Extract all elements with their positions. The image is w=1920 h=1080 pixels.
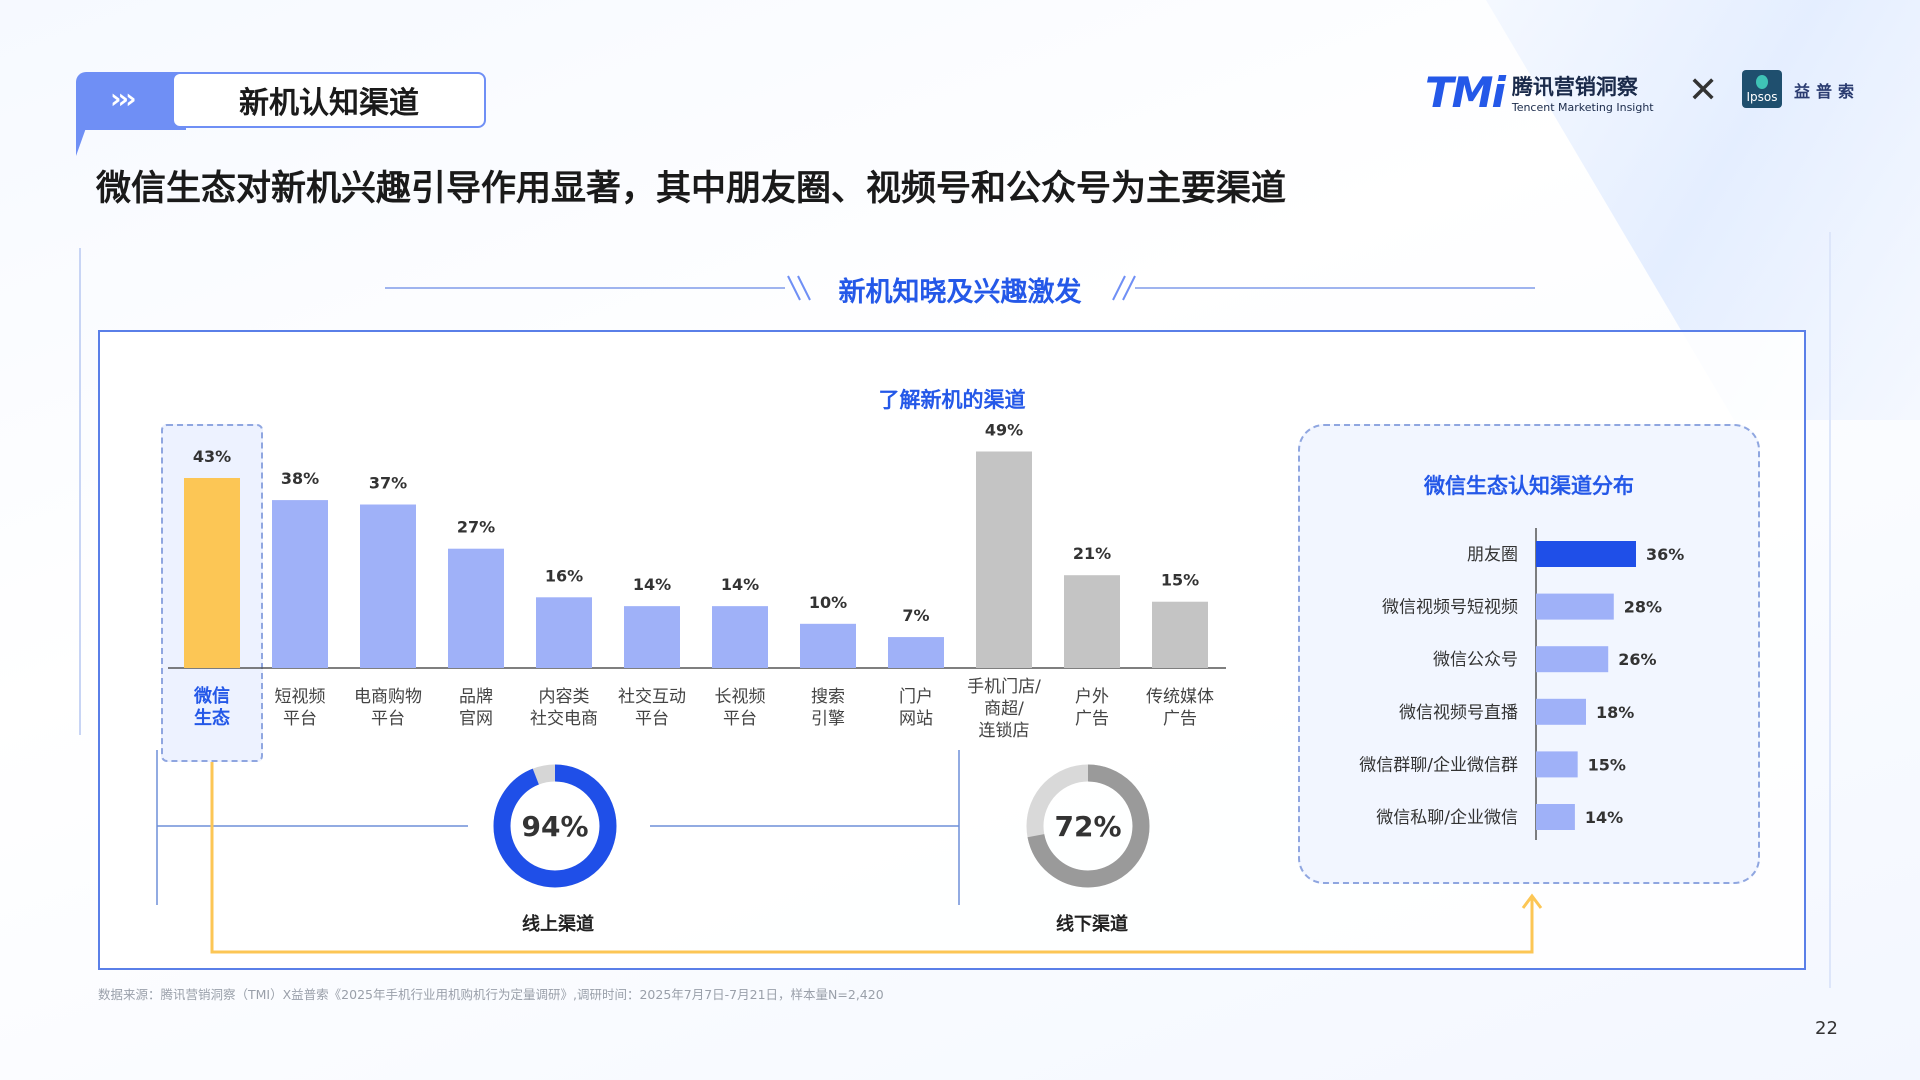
category-label-0-1: 生态 — [194, 707, 230, 729]
ipsos-logo-dot — [1756, 75, 1768, 89]
hbar-category-label-5: 微信私聊/企业微信 — [1376, 808, 1518, 828]
bar-value-label-1: 38% — [281, 469, 319, 488]
bar-11 — [1152, 601, 1208, 668]
bar-chart-title: 了解新机的渠道 — [878, 388, 1026, 412]
category-label-11-1: 广告 — [1163, 709, 1197, 729]
hbar-1 — [1536, 593, 1614, 620]
hbar-4 — [1536, 751, 1578, 778]
bar-5 — [624, 606, 680, 668]
online-donut-slice — [493, 764, 617, 888]
bar-8 — [888, 637, 944, 668]
bar-7 — [800, 623, 856, 668]
hbar-value-label-5: 14% — [1585, 808, 1623, 827]
category-label-1-0: 短视频 — [275, 687, 326, 707]
hbar-value-label-1: 28% — [1624, 598, 1662, 617]
page-number: 22 — [1815, 1018, 1838, 1039]
bar-6 — [712, 606, 768, 668]
hbar-category-label-2: 微信公众号 — [1433, 650, 1518, 670]
connector-arrow-line — [210, 762, 1534, 954]
hbar-category-label-0: 朋友圈 — [1467, 545, 1518, 565]
section-tag-accent — [76, 72, 186, 130]
bar-value-label-3: 27% — [457, 518, 495, 537]
hbar-value-label-2: 26% — [1618, 650, 1656, 669]
bar-value-label-10: 21% — [1073, 544, 1111, 563]
category-label-4-1: 社交电商 — [530, 709, 598, 729]
tmi-logo-en: Tencent Marketing Insight — [1511, 101, 1654, 114]
bar-9 — [976, 451, 1032, 668]
section-tag-tail — [76, 128, 86, 156]
hbar-2 — [1536, 646, 1609, 673]
bar-value-label-4: 16% — [545, 566, 583, 585]
bar-value-label-0: 43% — [193, 447, 231, 466]
section-tag-label: 新机认知渠道 — [172, 72, 486, 128]
category-label-5-1: 平台 — [635, 709, 669, 729]
cross-icon: ✕ — [1688, 70, 1719, 111]
category-label-3-1: 官网 — [459, 709, 493, 729]
hbar-category-label-3: 微信视频号直播 — [1399, 703, 1518, 723]
tmi-logo: TMi 腾讯营销洞察 Tencent Marketing Insight — [1425, 68, 1654, 117]
category-label-4-0: 内容类 — [539, 687, 590, 707]
online-donut-value-label: 94% — [521, 810, 588, 843]
wechat-breakdown-box — [1298, 424, 1760, 884]
bar-value-label-11: 15% — [1161, 571, 1199, 590]
bar-3 — [448, 548, 504, 668]
category-label-6-1: 平台 — [723, 709, 757, 729]
hbar-5 — [1536, 804, 1575, 830]
bar-1 — [272, 500, 328, 668]
category-label-0-0: 微信 — [193, 685, 230, 707]
bar-2 — [360, 504, 416, 668]
bar-value-label-8: 7% — [902, 606, 929, 625]
wechat-breakdown-title: 微信生态认知渠道分布 — [1424, 474, 1634, 498]
connector-arrow-head — [1521, 893, 1543, 909]
bar-10 — [1064, 575, 1120, 668]
ipsos-logo-cn: 益普索 — [1794, 82, 1861, 101]
hbar-category-label-1: 微信视频号短视频 — [1382, 598, 1518, 618]
hbar-value-label-4: 15% — [1588, 755, 1626, 774]
category-label-1-1: 平台 — [283, 709, 317, 729]
category-label-5-0: 社交互动 — [618, 687, 686, 707]
category-label-3-0: 品牌 — [459, 687, 493, 707]
category-label-10-0: 户外 — [1075, 687, 1109, 707]
category-label-2-1: 平台 — [371, 709, 405, 729]
tmi-logo-cn: 腾讯营销洞察 — [1511, 75, 1638, 99]
chevrons-icon: ››› — [110, 82, 137, 115]
offline-donut-slice — [1026, 764, 1150, 888]
section-tag: ››› 新机认知渠道 — [76, 72, 486, 156]
hbar-0 — [1536, 541, 1636, 567]
hbar-3 — [1536, 698, 1586, 725]
category-label-9-1: 商超/ — [984, 699, 1024, 719]
bar-value-label-2: 37% — [369, 474, 407, 493]
category-label-6-0: 长视频 — [715, 687, 766, 707]
offline-pie-name: 线下渠道 — [1056, 914, 1128, 935]
ipsos-logo-text: Ipsos — [1746, 90, 1778, 104]
bar-value-label-6: 14% — [721, 575, 759, 594]
bar-value-label-7: 10% — [809, 593, 847, 612]
page-headline: 微信生态对新机兴趣引导作用显著，其中朋友圈、视频号和公众号为主要渠道 — [96, 169, 1287, 209]
hbar-value-label-0: 36% — [1646, 545, 1684, 564]
category-label-11-0: 传统媒体 — [1146, 687, 1214, 707]
ipsos-logo: Ipsos — [1742, 70, 1782, 108]
tmi-logo-mark: TMi — [1425, 68, 1506, 117]
category-label-2-0: 电商购物 — [354, 687, 422, 707]
hbar-category-label-4: 微信群聊/企业微信群 — [1359, 755, 1518, 775]
bar-0 — [184, 478, 240, 668]
hbar-value-label-3: 18% — [1596, 703, 1634, 722]
bar-4 — [536, 597, 592, 668]
bar-value-label-5: 14% — [633, 575, 671, 594]
category-label-10-1: 广告 — [1075, 709, 1109, 729]
category-label-7-0: 搜索 — [811, 687, 845, 707]
section-subtitle: 新机知晓及兴趣激发 — [838, 277, 1082, 308]
category-label-9-0: 手机门店/ — [967, 677, 1041, 697]
online-pie-name: 线上渠道 — [522, 914, 594, 935]
category-label-7-1: 引擎 — [811, 709, 845, 729]
offline-donut-value-label: 72% — [1054, 810, 1121, 843]
category-label-8-0: 门户 — [899, 687, 933, 707]
bar-value-label-9: 49% — [985, 420, 1023, 439]
category-label-8-1: 网站 — [899, 709, 933, 729]
category-label-9-2: 连锁店 — [979, 721, 1030, 741]
data-source-note: 数据来源：腾讯营销洞察（TMI）X益普索《2025年手机行业用机购机行为定量调研… — [98, 987, 884, 1002]
